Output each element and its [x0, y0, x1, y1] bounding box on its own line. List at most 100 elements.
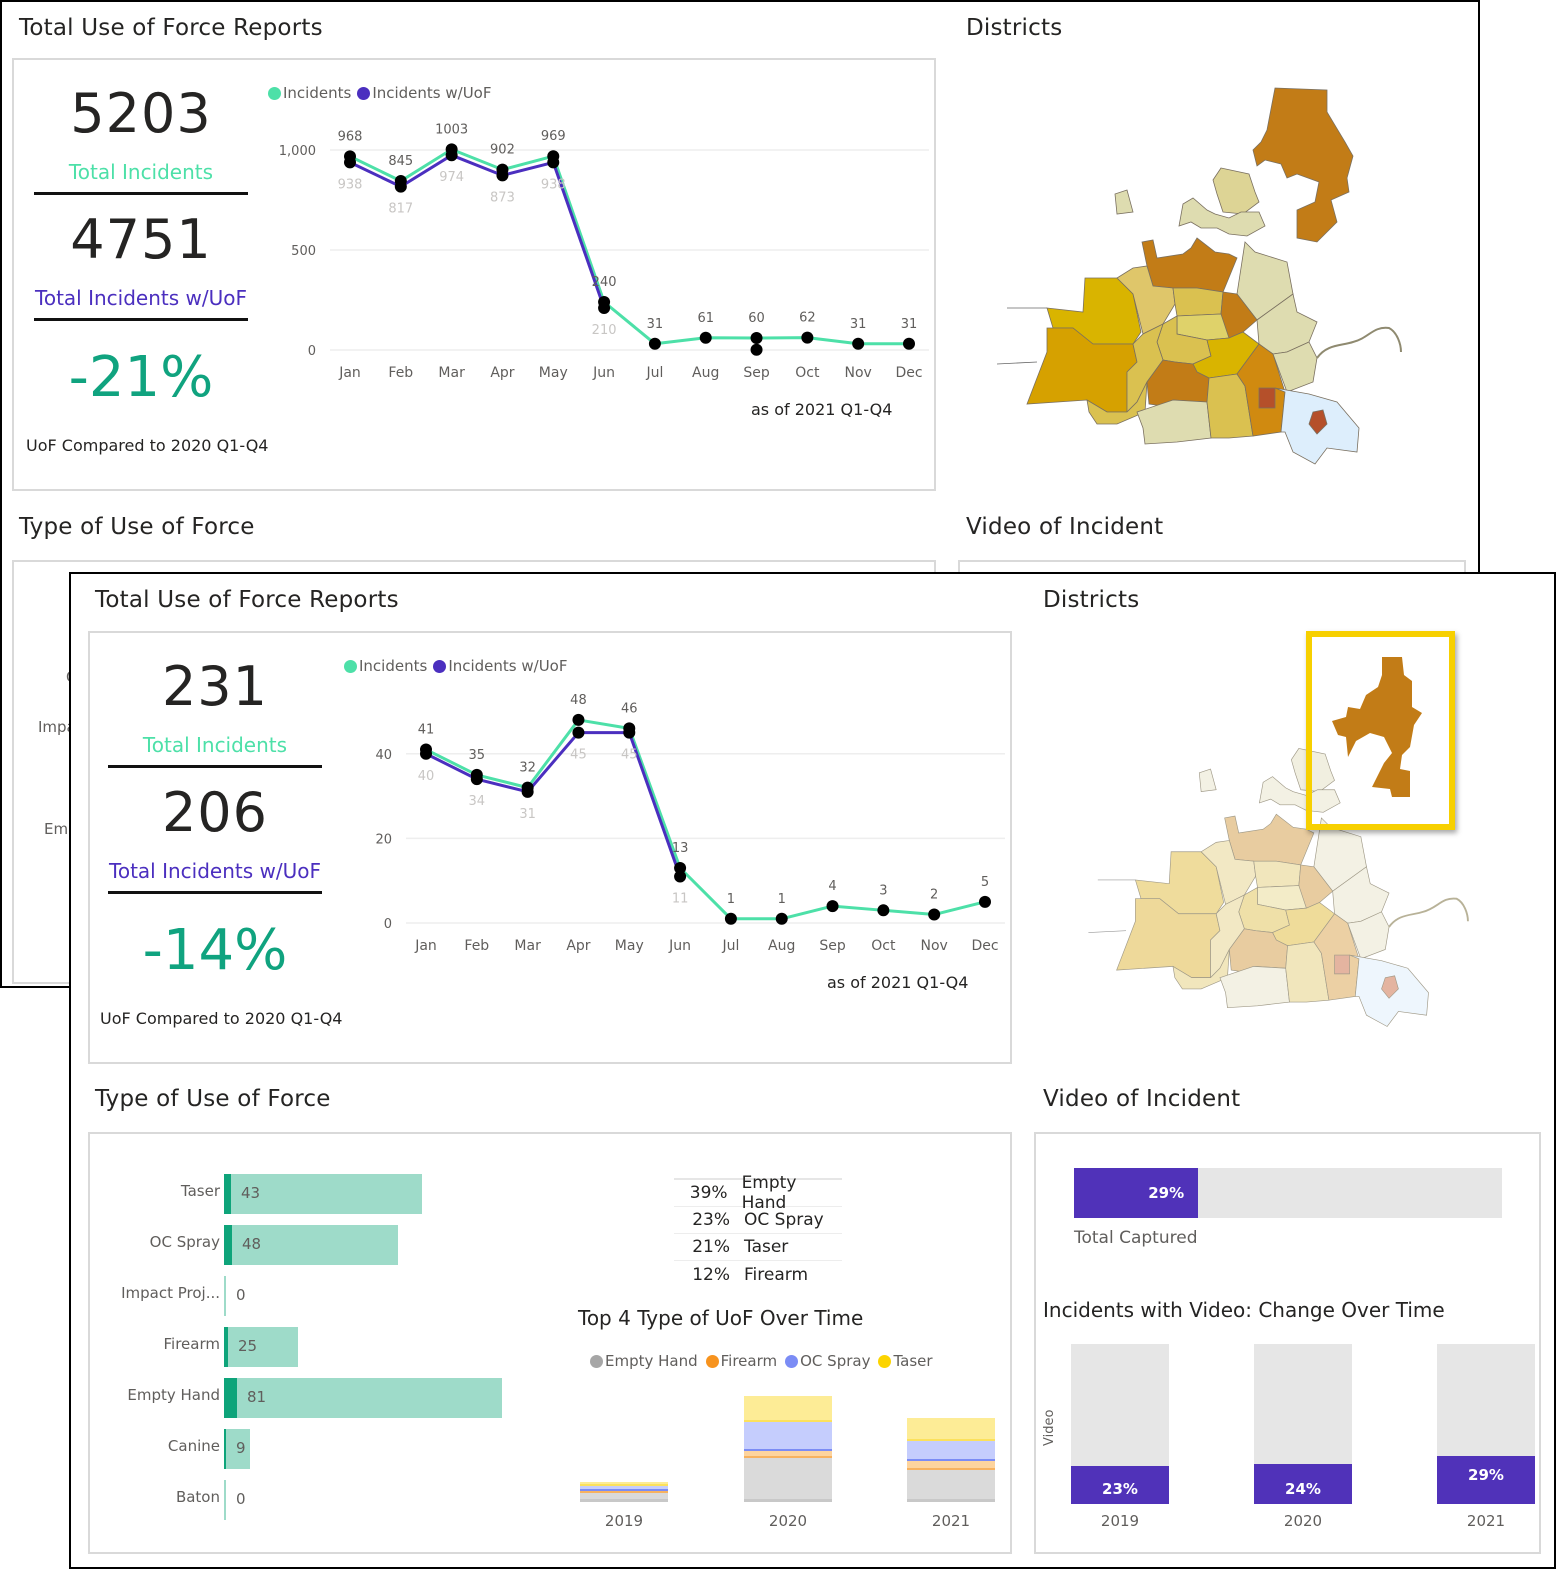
bar-label-partial: Impa: [38, 718, 76, 736]
svg-text:40: 40: [375, 748, 392, 763]
line-chart-legend: Incidents Incidents w/UoF: [268, 84, 492, 102]
svg-text:Nov: Nov: [921, 938, 948, 954]
section-title-districts: Districts: [1043, 587, 1140, 613]
stack-segment: [580, 1486, 668, 1491]
svg-text:Aug: Aug: [768, 938, 795, 954]
bar-row[interactable]: Baton 0: [90, 1480, 510, 1520]
video-year-bar[interactable]: 23%: [1071, 1344, 1169, 1504]
svg-text:0: 0: [308, 344, 316, 359]
legend-item[interactable]: OC Spray: [785, 1352, 870, 1370]
bar[interactable]: [224, 1378, 502, 1418]
bar-row[interactable]: Impact Proj... 0: [90, 1276, 510, 1316]
stacked-bar[interactable]: [907, 1418, 995, 1502]
svg-text:3: 3: [879, 883, 887, 898]
kpi-total-uof-label: Total Incidents w/UoF: [109, 859, 321, 883]
bar[interactable]: [224, 1225, 398, 1265]
total-captured-bar[interactable]: 29%: [1074, 1168, 1502, 1218]
bar-row[interactable]: Firearm 25: [90, 1327, 510, 1367]
svg-text:969: 969: [541, 129, 566, 144]
svg-text:Feb: Feb: [388, 365, 413, 381]
monthly-incidents-line-chart[interactable]: 0 500 1,000 Jan Feb Mar Apr May Jun Jul Aug Sep Oct N…: [254, 120, 934, 390]
legend-item[interactable]: Firearm: [705, 1352, 777, 1370]
bar[interactable]: [224, 1276, 226, 1316]
svg-text:240: 240: [592, 275, 617, 290]
svg-text:31: 31: [850, 317, 867, 332]
kpi-total-incidents-value: 5203: [70, 82, 212, 145]
svg-text:500: 500: [291, 244, 316, 259]
bar-accent: [224, 1174, 231, 1214]
svg-text:Dec: Dec: [971, 938, 998, 954]
top4-percent-table: 39% Empty Hand 23% OC Spray 21% Taser 12% Fi…: [674, 1173, 842, 1288]
video-change-bar-chart[interactable]: 23% 2019 24% 2020 29% 2021: [1036, 1344, 1543, 1549]
bar-value: 0: [236, 1490, 246, 1508]
front-dashboard-window: Total Use of Force Reports 231 Total Inc…: [69, 572, 1556, 1569]
selected-district-highlight[interactable]: [1306, 631, 1455, 830]
bar-row[interactable]: Empty Hand 81: [90, 1378, 510, 1418]
legend-item[interactable]: Empty Hand: [590, 1352, 698, 1370]
svg-text:2: 2: [930, 888, 938, 903]
bar-label: Impact Proj...: [121, 1284, 220, 1302]
legend-dot-icon: [344, 659, 357, 673]
legend-dot-icon: [433, 659, 447, 673]
svg-text:Jan: Jan: [338, 365, 361, 381]
x-axis-label: 2021: [931, 1512, 971, 1530]
legend-dot-icon: [268, 86, 281, 100]
svg-text:Jan: Jan: [414, 938, 437, 954]
video-year-bar[interactable]: 24%: [1254, 1344, 1352, 1504]
legend-dot-icon: [590, 1354, 603, 1368]
x-axis-label: 2020: [768, 1512, 808, 1530]
stacked-bar[interactable]: [580, 1482, 668, 1502]
bar[interactable]: [224, 1327, 298, 1367]
bar[interactable]: [224, 1429, 250, 1469]
bar-row[interactable]: Canine 9: [90, 1429, 510, 1469]
as-of-label: as of 2021 Q1-Q4: [751, 400, 893, 419]
svg-text:1003: 1003: [435, 122, 468, 137]
kpi-divider: [34, 318, 248, 321]
table-row[interactable]: 23% OC Spray: [674, 1207, 842, 1234]
svg-text:Oct: Oct: [795, 365, 820, 381]
bar-value: 25: [238, 1337, 258, 1355]
kpi-change-label: UoF Compared to 2020 Q1-Q4: [100, 1009, 343, 1028]
bar[interactable]: [224, 1480, 226, 1520]
table-row[interactable]: 21% Taser: [674, 1234, 842, 1261]
total-captured-label: Total Captured: [1074, 1228, 1198, 1248]
bar-row[interactable]: Taser 43: [90, 1174, 510, 1214]
x-axis-label: 2019: [604, 1512, 644, 1530]
stack-segment: [580, 1493, 668, 1502]
total-uof-panel: 231 Total Incidents 206 Total Incidents …: [88, 631, 1012, 1064]
svg-text:Aug: Aug: [692, 365, 719, 381]
video-year-bar[interactable]: 29%: [1437, 1344, 1535, 1504]
legend-item[interactable]: Taser: [878, 1352, 933, 1370]
stacked-bar[interactable]: [744, 1396, 832, 1502]
svg-text:May: May: [615, 938, 644, 954]
svg-text:13: 13: [672, 841, 689, 856]
as-of-label: as of 2021 Q1-Q4: [827, 973, 969, 992]
svg-text:817: 817: [388, 202, 413, 217]
total-uof-panel: 5203 Total Incidents 4751 Total Incident…: [12, 58, 936, 491]
bar-accent: [224, 1378, 237, 1418]
svg-text:968: 968: [338, 129, 363, 144]
legend-item-incidents[interactable]: Incidents: [344, 657, 427, 675]
table-row[interactable]: 39% Empty Hand: [674, 1173, 842, 1213]
top4-stacked-chart[interactable]: 2019 2020 2021: [578, 1384, 998, 1544]
districts-map[interactable]: [997, 82, 1407, 472]
section-title-video: Video of Incident: [966, 514, 1164, 540]
table-row[interactable]: 12% Firearm: [692, 1264, 809, 1285]
svg-text:31: 31: [519, 807, 536, 822]
total-captured-fill: 29%: [1074, 1168, 1199, 1218]
selected-district-shape: [1332, 657, 1422, 797]
kpi-total-uof-label: Total Incidents w/UoF: [35, 286, 247, 310]
type-uof-bar-chart[interactable]: Taser 43 OC Spray 48 Impact Proj... 0 Firearm 2…: [90, 1174, 530, 1534]
bar[interactable]: [224, 1174, 422, 1214]
bar-row[interactable]: OC Spray 48: [90, 1225, 510, 1265]
districts-map[interactable]: [1081, 724, 1481, 1034]
svg-text:31: 31: [901, 317, 918, 332]
legend-item-incidents[interactable]: Incidents: [268, 84, 351, 102]
svg-text:1,000: 1,000: [279, 144, 316, 159]
legend-item-incidents-uof[interactable]: Incidents w/UoF: [433, 657, 568, 675]
legend-item-incidents-uof[interactable]: Incidents w/UoF: [357, 84, 492, 102]
svg-text:974: 974: [439, 170, 464, 185]
svg-text:May: May: [539, 365, 568, 381]
section-title-video: Video of Incident: [1043, 1086, 1241, 1112]
monthly-incidents-line-chart[interactable]: 0 20 40 Jan Feb Mar Apr May Jun Jul Aug Sep Oct Nov De…: [330, 693, 1010, 963]
